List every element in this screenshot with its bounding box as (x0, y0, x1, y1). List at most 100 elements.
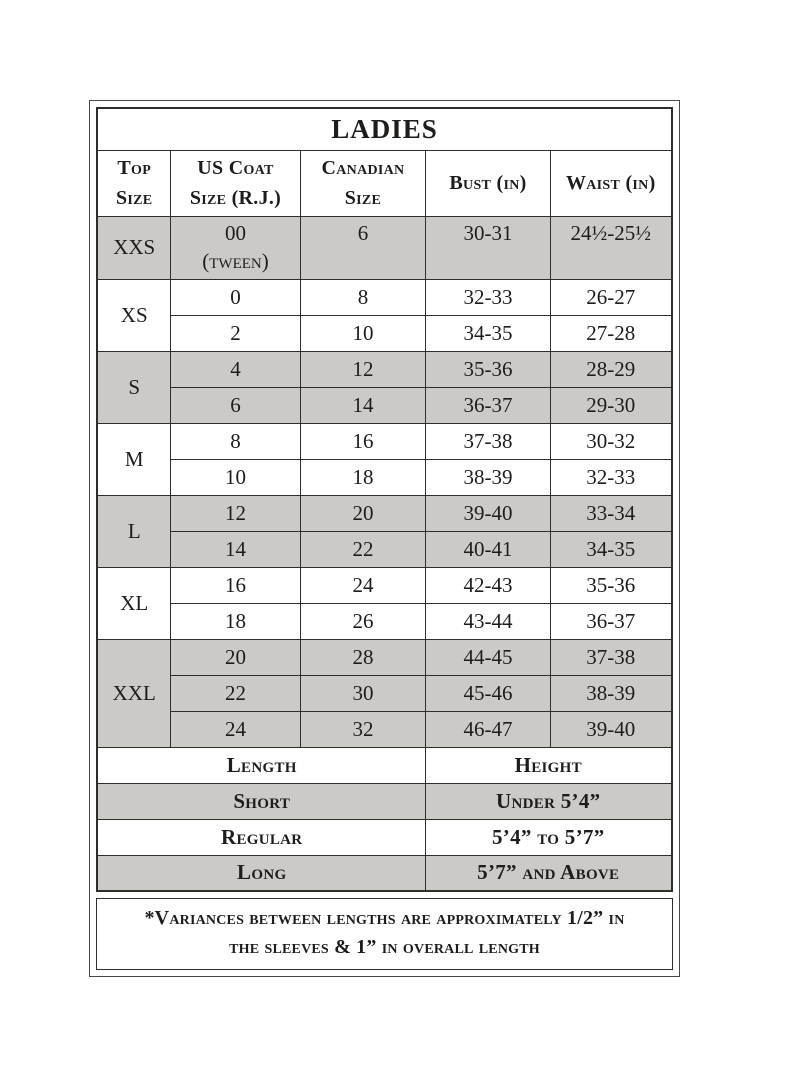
bust-cell: 34-35 (424, 314, 551, 352)
table-row: 10 18 38-39 32-33 (97, 458, 673, 496)
height-value: 5’4” to 5’7” (424, 818, 673, 856)
size-group-l: L 12 20 39-40 33-34 14 22 40-41 34-35 (96, 494, 673, 568)
waist-cell: 27-28 (549, 314, 673, 352)
size-label-cell: XS (96, 278, 171, 352)
length-header: Length (96, 746, 426, 784)
canadian-size-cell: 10 (299, 314, 426, 352)
coat-size-cell: 24 (169, 710, 301, 748)
coat-size-cell: 2 (169, 314, 301, 352)
size-group-xxs: XXS 00 (tween) 6 30-31 24½-25½ (96, 215, 673, 280)
bust-cell: 36-37 (424, 386, 551, 424)
canadian-size-cell: 16 (299, 422, 426, 460)
table-row: 2 10 34-35 27-28 (97, 314, 673, 352)
canadian-size-cell: 28 (299, 638, 426, 676)
coat-size-cell: 4 (169, 350, 301, 388)
table-row: XXL 20 28 44-45 37-38 (96, 638, 673, 748)
waist-cell: 28-29 (549, 350, 673, 388)
coat-size-cell: 14 (169, 530, 301, 568)
table-row: XXS 00 (tween) 6 30-31 24½-25½ (96, 215, 673, 280)
waist-cell: 36-37 (549, 602, 673, 640)
canadian-size-cell: 22 (299, 530, 426, 568)
chart-outer-frame: LADIES Top Size US Coat Size (R.J.) Cana… (89, 100, 680, 977)
bust-cell: 40-41 (424, 530, 551, 568)
size-label-cell: XXL (96, 638, 171, 748)
length-height-header-row: Length Height (96, 746, 673, 784)
coat-size-cell: 0 (169, 278, 301, 316)
canadian-size-cell: 30 (299, 674, 426, 712)
canadian-size-cell: 18 (299, 458, 426, 496)
bust-cell: 42-43 (424, 566, 551, 604)
coat-size-cell: 12 (169, 494, 301, 532)
table-row: 6 14 36-37 29-30 (97, 386, 673, 424)
col-header-canadian-size: Canadian Size (299, 149, 426, 217)
table-row: 24 32 46-47 39-40 (97, 710, 673, 748)
table-row: 18 26 43-44 36-37 (97, 602, 673, 640)
canadian-size-cell: 14 (299, 386, 426, 424)
waist-cell: 32-33 (549, 458, 673, 496)
size-group-s: S 4 12 35-36 28-29 6 14 36-37 29-30 (96, 350, 673, 424)
canadian-size-cell: 24 (299, 566, 426, 604)
size-label-cell: S (96, 350, 171, 424)
table-row: L 12 20 39-40 33-34 (96, 494, 673, 568)
coat-size-cell: 10 (169, 458, 301, 496)
length-label: Short (96, 782, 426, 820)
table-row: 22 30 45-46 38-39 (97, 674, 673, 712)
canadian-size-cell: 32 (299, 710, 426, 748)
size-label-cell: XL (96, 566, 171, 640)
size-group-xl: XL 16 24 42-43 35-36 18 26 43-44 36-37 (96, 566, 673, 640)
bust-cell: 35-36 (424, 350, 551, 388)
bust-cell: 30-31 (424, 215, 551, 280)
table-head: LADIES Top Size US Coat Size (R.J.) Cana… (96, 107, 673, 217)
bust-cell: 43-44 (424, 602, 551, 640)
size-group-xs: XS 0 8 32-33 26-27 2 10 34-35 27-28 (96, 278, 673, 352)
waist-cell: 39-40 (549, 710, 673, 748)
table-row: M 8 16 37-38 30-32 (96, 422, 673, 496)
column-header-row: Top Size US Coat Size (R.J.) Canadian Si… (96, 149, 673, 217)
canadian-size-cell: 26 (299, 602, 426, 640)
table-row: XS 0 8 32-33 26-27 (96, 278, 673, 352)
bust-cell: 46-47 (424, 710, 551, 748)
coat-size-cell: 8 (169, 422, 301, 460)
bust-cell: 44-45 (424, 638, 551, 676)
waist-cell: 33-34 (549, 494, 673, 532)
bust-cell: 37-38 (424, 422, 551, 460)
bust-cell: 32-33 (424, 278, 551, 316)
waist-cell: 30-32 (549, 422, 673, 460)
length-label: Regular (96, 818, 426, 856)
canadian-size-cell: 20 (299, 494, 426, 532)
size-label-cell: L (96, 494, 171, 568)
chart-title: LADIES (96, 107, 673, 151)
waist-cell: 26-27 (549, 278, 673, 316)
table-row: 14 22 40-41 34-35 (97, 530, 673, 568)
col-header-top-size: Top Size (96, 149, 171, 217)
waist-cell: 35-36 (549, 566, 673, 604)
length-row-regular: Regular 5’4” to 5’7” (96, 818, 673, 856)
waist-cell: 24½-25½ (549, 215, 673, 280)
bust-cell: 39-40 (424, 494, 551, 532)
coat-size-cell: 00 (tween) (169, 215, 301, 280)
height-header: Height (424, 746, 673, 784)
waist-cell: 37-38 (549, 638, 673, 676)
length-label: Long (96, 854, 426, 892)
waist-cell: 38-39 (549, 674, 673, 712)
height-value: 5’7” and Above (424, 854, 673, 892)
col-header-us-coat-size: US Coat Size (R.J.) (169, 149, 301, 217)
canadian-size-cell: 8 (299, 278, 426, 316)
length-height-section: Length Height Short Under 5’4” Regular 5… (96, 746, 673, 892)
height-value: Under 5’4” (424, 782, 673, 820)
bust-cell: 45-46 (424, 674, 551, 712)
coat-size-cell: 22 (169, 674, 301, 712)
canadian-size-cell: 6 (299, 215, 426, 280)
coat-size-cell: 20 (169, 638, 301, 676)
bust-cell: 38-39 (424, 458, 551, 496)
coat-size-cell: 18 (169, 602, 301, 640)
variance-footnote: *Variances between lengths are approxima… (96, 898, 673, 970)
col-header-waist: Waist (in) (549, 149, 673, 217)
canadian-size-cell: 12 (299, 350, 426, 388)
size-group-m: M 8 16 37-38 30-32 10 18 38-39 32-33 (96, 422, 673, 496)
length-row-short: Short Under 5’4” (96, 782, 673, 820)
ladies-size-table: LADIES Top Size US Coat Size (R.J.) Cana… (96, 107, 673, 892)
title-row: LADIES (96, 107, 673, 151)
coat-size-cell: 16 (169, 566, 301, 604)
